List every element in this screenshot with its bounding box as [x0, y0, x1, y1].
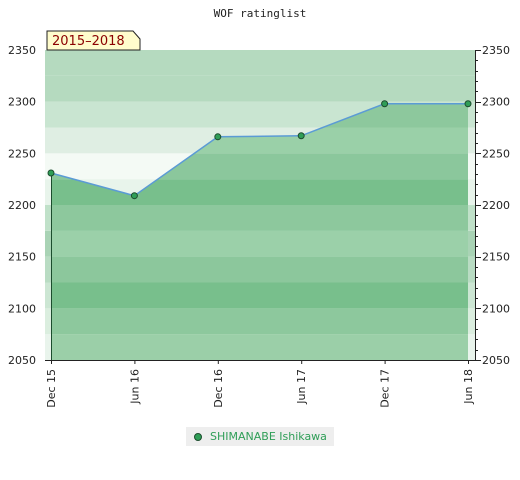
- data-points: [47, 100, 472, 200]
- y-tick-label-left: 2150: [8, 251, 36, 264]
- legend-marker-icon: [194, 432, 202, 441]
- x-tick-label: Jun 18: [462, 369, 475, 405]
- y-tick-label-right: 2350: [482, 44, 510, 57]
- y-tick-label-left: 2100: [8, 302, 36, 315]
- x-tick-label: Dec 17: [379, 369, 392, 408]
- data-point: [464, 100, 472, 108]
- background-band: [45, 50, 475, 76]
- legend-label: SHIMANABE Ishikawa: [210, 430, 327, 443]
- period-badge-label: 2015–2018: [52, 34, 125, 49]
- y-tick-label-right: 2250: [482, 147, 510, 160]
- area-band: [51, 334, 468, 360]
- area-band: [51, 282, 468, 309]
- background-band: [45, 75, 475, 102]
- area-band: [51, 308, 468, 335]
- axis-labels: 2050 2050 2100 2100 2150 2150 2200 2200 2250 2250…: [8, 44, 510, 408]
- period-badge: 2015–2018: [46, 30, 141, 51]
- x-tick-label: Jun 16: [128, 369, 141, 405]
- area-band: [51, 256, 468, 283]
- data-point: [214, 133, 222, 141]
- x-tick-label: Dec 16: [212, 369, 225, 408]
- y-tick-label-left: 2250: [8, 147, 36, 160]
- y-tick-label-right: 2150: [482, 251, 510, 264]
- series-line-path: [50, 102, 468, 197]
- y-tick-label-left: 2200: [8, 199, 36, 212]
- legend: SHIMANABE Ishikawa: [186, 427, 334, 446]
- y-tick-label-right: 2100: [482, 302, 510, 315]
- x-tick-label: Dec 15: [45, 369, 58, 408]
- data-point: [297, 132, 305, 140]
- chart-title: WOF ratinglist: [214, 7, 307, 20]
- data-point: [130, 192, 138, 200]
- y-tick-label-right: 2200: [482, 199, 510, 212]
- area-band: [51, 230, 468, 257]
- data-point: [47, 169, 55, 177]
- x-tick-label: Jun 17: [295, 369, 308, 405]
- axes: [45, 50, 481, 364]
- area-band: [51, 205, 468, 231]
- y-tick-label-right: 2300: [482, 96, 510, 109]
- y-tick-label-left: 2300: [8, 96, 36, 109]
- y-tick-label-right: 2050: [482, 354, 510, 367]
- data-point: [381, 100, 389, 108]
- y-tick-label-left: 2050: [8, 354, 36, 367]
- y-tick-label-left: 2350: [8, 44, 36, 57]
- series-line: [50, 102, 468, 197]
